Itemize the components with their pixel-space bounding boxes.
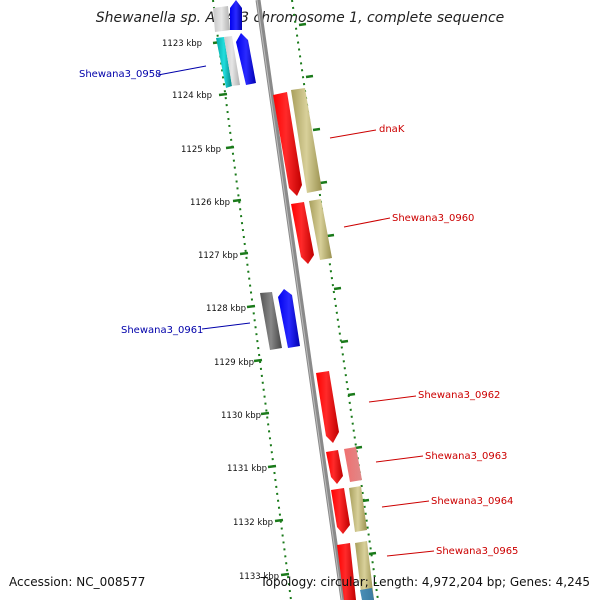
map-title: Shewanella sp. ANA-3 chromosome 1, compl… (95, 10, 505, 26)
accession-text: Accession: NC_008577 (9, 575, 146, 589)
gene-arrow-Shewana3_0960[interactable] (291, 202, 314, 264)
tick-label-1129: 1129 kbp (214, 358, 254, 368)
gene-arrow-Shewana3_0961[interactable] (278, 289, 300, 348)
tick-label-1125: 1125 kbp (181, 145, 221, 155)
gene-group-0965[interactable] (337, 541, 374, 600)
label-Shewana3_0963[interactable]: Shewana3_0963 (425, 451, 507, 462)
label-dnaK[interactable]: dnaK (379, 124, 405, 135)
right-tick-marks (298, 22, 377, 556)
summary-text: Topology: circular; Length: 4,972,204 bp… (260, 575, 590, 589)
tick-marks (212, 40, 290, 577)
gene-group-0960[interactable] (291, 199, 332, 264)
label-Shewana3_0964[interactable]: Shewana3_0964 (431, 496, 513, 507)
gene-arrow-Shewana3_0965[interactable] (337, 543, 356, 600)
gene-gray-0961[interactable] (260, 292, 282, 350)
tick-label-1133: 1133 kbp (239, 572, 279, 582)
gene-group-dnaK[interactable] (273, 88, 322, 196)
left-dotted-track (212, 0, 292, 600)
cds-dnaK[interactable] (291, 88, 322, 193)
gene-group-0961[interactable] (260, 289, 300, 350)
leader-lines (157, 65, 435, 557)
label-Shewana3_0965[interactable]: Shewana3_0965 (436, 546, 518, 557)
tick-label-1128: 1128 kbp (206, 304, 246, 314)
label-Shewana3_0960[interactable]: Shewana3_0960 (392, 213, 474, 224)
tick-labels: 1123 kbp 1124 kbp 1125 kbp 1126 kbp 1127… (162, 39, 279, 582)
gene-arrow-top-gray[interactable] (213, 6, 230, 32)
gene-labels: Shewana3_0958 dnaK Shewana3_0960 Shewana… (79, 69, 518, 557)
tick-label-1123: 1123 kbp (162, 39, 202, 49)
gene-group-0962[interactable] (316, 371, 339, 443)
gene-arrow-top-blue[interactable] (230, 0, 242, 30)
cds-0965[interactable] (355, 541, 374, 600)
label-Shewana3_0961[interactable]: Shewana3_0961 (121, 325, 203, 336)
chromosome-backbone-highlight (256, 0, 343, 600)
cds-0963[interactable] (344, 447, 362, 482)
gene-cyan-feature[interactable] (216, 37, 232, 88)
tick-label-1132: 1132 kbp (233, 518, 273, 528)
cds-0960[interactable] (309, 199, 332, 260)
tick-label-1130: 1130 kbp (221, 411, 261, 421)
gene-teal-bottom[interactable] (360, 588, 374, 600)
tick-label-1131: 1131 kbp (227, 464, 267, 474)
gene-group-0963[interactable] (326, 447, 362, 484)
gene-group-0964[interactable] (331, 486, 367, 534)
tick-label-1124: 1124 kbp (172, 91, 212, 101)
tick-label-1126: 1126 kbp (190, 198, 230, 208)
cds-0964[interactable] (349, 486, 367, 532)
gene-arrow-Shewana3_0958[interactable] (236, 33, 256, 85)
tick-label-1127: 1127 kbp (198, 251, 238, 261)
gene-arrow-dnaK[interactable] (273, 92, 302, 196)
gene-gray-feature[interactable] (224, 36, 240, 86)
chromosome-backbone (255, 0, 346, 600)
gene-group-0958[interactable] (213, 0, 256, 88)
label-Shewana3_0962[interactable]: Shewana3_0962 (418, 390, 500, 401)
gene-arrow-Shewana3_0964[interactable] (331, 488, 350, 534)
label-Shewana3_0958[interactable]: Shewana3_0958 (79, 69, 161, 80)
gene-arrow-Shewana3_0963[interactable] (326, 450, 343, 484)
gene-arrow-Shewana3_0962[interactable] (316, 371, 339, 443)
